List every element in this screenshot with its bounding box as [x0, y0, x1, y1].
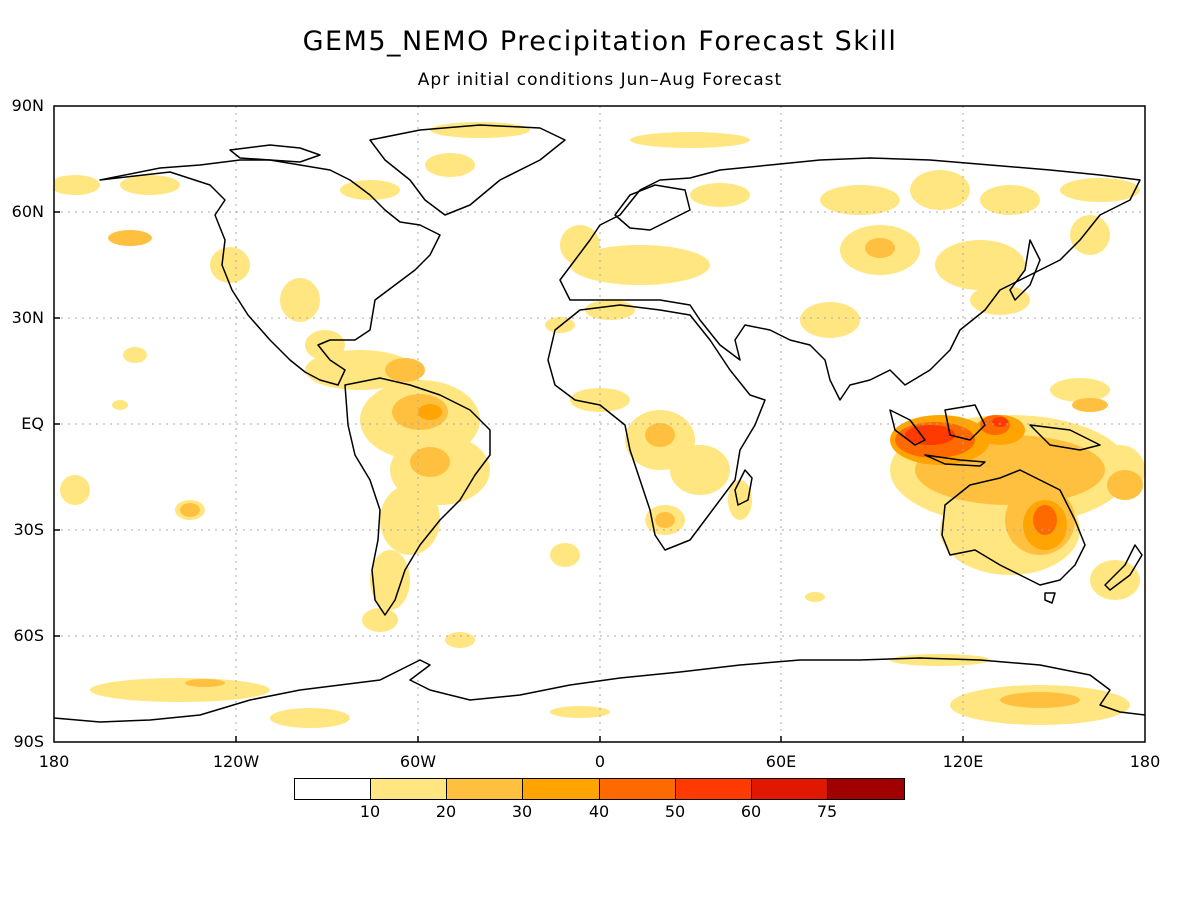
coast-madagascar: [734, 469, 753, 506]
colorbar-label-50: 50: [664, 802, 686, 821]
lon-label-0: 0: [594, 752, 606, 771]
colorbar-swatch-2: [446, 778, 523, 800]
colorbar-label-30: 30: [511, 802, 533, 821]
lat-label-30n: 30N: [11, 308, 44, 327]
coast-canadian-arctic: [229, 144, 321, 163]
gridlines: [54, 106, 1145, 742]
coast-antarctica: [54, 657, 1145, 723]
colorbar-swatch-0: [294, 778, 371, 800]
colorbar-swatch-1: [370, 778, 447, 800]
colorbar-swatch-4: [599, 778, 676, 800]
coast-eurasia: [559, 157, 1141, 401]
coast-borneo: [944, 404, 986, 441]
lat-label-60s: 60S: [13, 626, 44, 645]
coast-new-zealand: [1104, 544, 1143, 591]
map-title: GEM5_NEMO Precipitation Forecast Skill: [302, 26, 898, 57]
coast-south-america: [344, 377, 491, 616]
tick-marks: [54, 211, 964, 742]
skill-shading: [54, 122, 1145, 728]
lon-label-180w: 180: [38, 752, 70, 771]
coast-sumatra: [889, 409, 926, 446]
lat-label-90s: 90S: [13, 732, 44, 751]
lat-label-60n: 60N: [11, 202, 44, 221]
coast-north-america: [99, 159, 441, 386]
coast-greenland: [369, 124, 566, 216]
coast-africa: [547, 304, 766, 551]
colorbar-swatch-3: [522, 778, 600, 800]
colorbar-label-10: 10: [359, 802, 381, 821]
lon-label-120w: 120W: [212, 752, 260, 771]
colorbar-swatch-7: [827, 778, 905, 800]
coast-new-guinea: [1029, 424, 1101, 451]
coast-japan: [1009, 239, 1041, 301]
lat-label-30s: 30S: [13, 520, 44, 539]
colorbar-label-20: 20: [435, 802, 457, 821]
lon-label-180e: 180: [1129, 752, 1161, 771]
colorbar-label-60: 60: [740, 802, 762, 821]
colorbar-label-40: 40: [588, 802, 610, 821]
colorbar-label-75: 75: [816, 802, 838, 821]
map-subtitle: Apr initial conditions Jun–Aug Forecast: [417, 70, 783, 90]
coast-java: [924, 454, 986, 467]
coast-tasmania: [1044, 592, 1056, 604]
lat-label-90n: 90N: [11, 96, 44, 115]
lon-label-120e: 120E: [942, 752, 984, 771]
coastlines: [54, 124, 1145, 723]
colorbar-swatch-6: [751, 778, 828, 800]
coast-scandinavia: [614, 184, 691, 231]
lat-label-eq: EQ: [21, 414, 44, 433]
lon-label-60w: 60W: [399, 752, 437, 771]
colorbar-swatch-5: [675, 778, 752, 800]
coast-australia: [941, 469, 1086, 586]
lon-label-60e: 60E: [765, 752, 797, 771]
